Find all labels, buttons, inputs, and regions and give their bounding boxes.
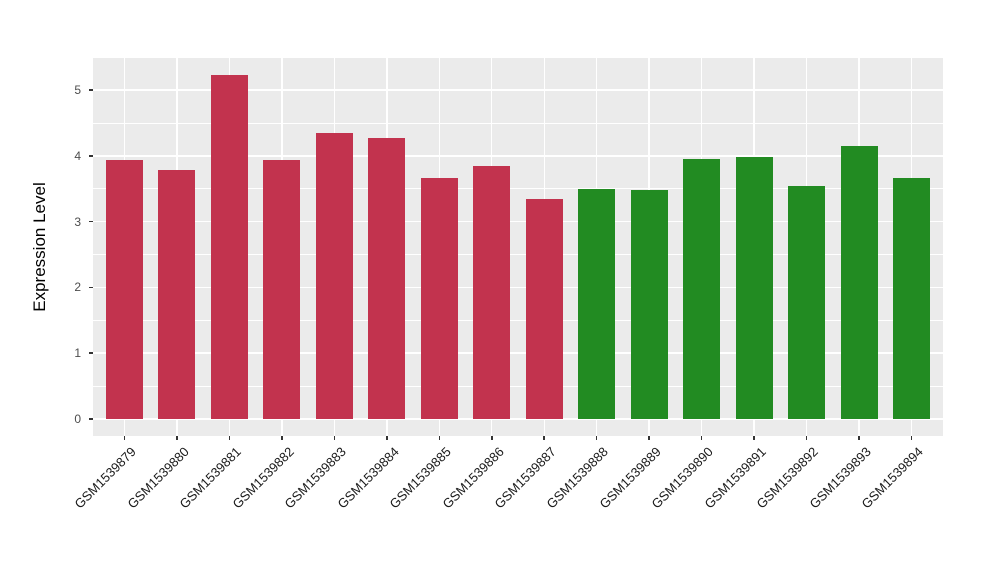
bar-GSM1539890 <box>683 159 721 419</box>
bar-GSM1539894 <box>893 177 931 419</box>
bar-GSM1539891 <box>735 157 773 419</box>
y-tick-label: 2 <box>74 280 81 295</box>
x-axis-tick <box>333 436 336 440</box>
bar-GSM1539893 <box>840 146 878 419</box>
y-tick-label: 0 <box>74 411 81 426</box>
bar-GSM1539887 <box>525 198 563 419</box>
bar-GSM1539885 <box>420 177 458 419</box>
x-axis-tick <box>700 436 703 440</box>
h-gridline-major <box>93 89 943 91</box>
h-gridline-major <box>93 286 943 289</box>
h-gridline-minor <box>93 385 943 387</box>
y-axis-tick <box>89 155 93 157</box>
x-axis-tick <box>910 436 913 440</box>
y-axis-title: Expression Level <box>30 182 49 312</box>
y-axis-tick <box>89 418 93 420</box>
x-axis-tick <box>281 436 283 440</box>
x-axis-tick <box>123 436 126 440</box>
h-gridline-minor <box>93 254 943 255</box>
x-axis-tick <box>648 436 650 440</box>
y-axis-tick <box>89 220 93 223</box>
x-axis-tick <box>491 436 493 440</box>
bar-GSM1539880 <box>158 169 196 419</box>
bar-GSM1539886 <box>473 166 511 419</box>
x-axis-tick <box>805 436 808 440</box>
x-axis-tick <box>228 436 231 440</box>
y-tick-label: 5 <box>74 83 81 98</box>
x-axis-tick <box>753 436 755 440</box>
y-tick-label: 4 <box>74 148 81 163</box>
h-gridline-minor <box>93 122 943 124</box>
bar-GSM1539879 <box>105 159 143 419</box>
x-axis-tick <box>386 436 388 440</box>
bar-GSM1539883 <box>315 132 353 419</box>
y-axis-tick <box>89 89 93 91</box>
x-axis-tick <box>543 436 545 440</box>
x-axis-tick <box>438 436 441 440</box>
bar-GSM1539888 <box>578 188 616 419</box>
h-gridline-minor <box>93 319 943 321</box>
x-axis-tick <box>176 436 178 440</box>
y-tick-label: 1 <box>74 346 81 361</box>
bar-GSM1539882 <box>263 159 301 419</box>
y-tick-label: 3 <box>74 214 81 229</box>
bar-GSM1539892 <box>788 185 826 419</box>
h-gridline-minor <box>93 188 943 190</box>
h-gridline-major <box>93 418 943 420</box>
h-gridline-major <box>93 220 943 223</box>
plot-panel <box>93 58 943 436</box>
y-axis-tick <box>89 286 93 289</box>
bar-GSM1539889 <box>630 190 668 419</box>
x-axis-tick <box>858 436 860 440</box>
bar-GSM1539884 <box>368 137 406 419</box>
h-gridline-major <box>93 352 943 354</box>
x-axis-tick <box>595 436 598 440</box>
bar-GSM1539881 <box>210 75 248 419</box>
h-gridline-major <box>93 155 943 157</box>
y-axis-tick <box>89 352 93 354</box>
